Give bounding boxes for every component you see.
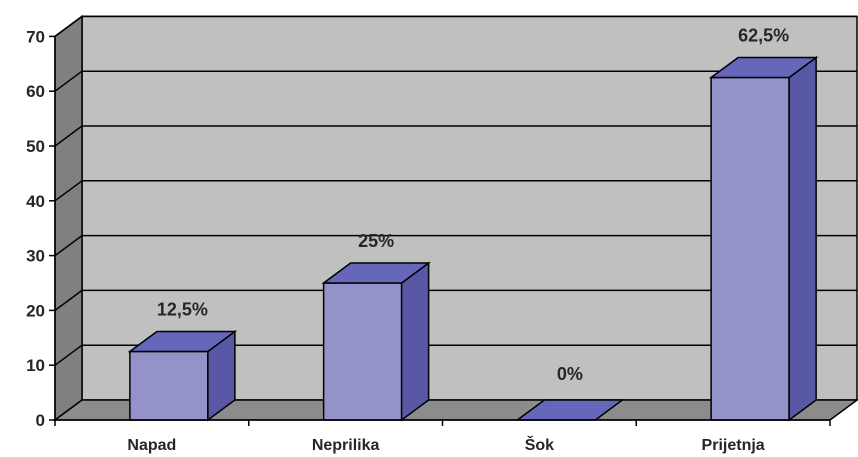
bar-napad [127, 330, 238, 422]
gridline-side-50 [54, 125, 83, 147]
data-labels: 12,5% 25% 0% 62,5% [157, 26, 789, 385]
x-category-label: Neprilika [312, 437, 380, 454]
gridline-side-20 [54, 289, 83, 312]
bar-side [400, 261, 430, 422]
bar-top [127, 330, 238, 353]
y-tick-label-60: 60 [26, 82, 45, 101]
y-tick-label-70: 70 [26, 27, 45, 46]
bar-prijetnja [708, 56, 819, 422]
gridline-side-70 [54, 15, 83, 38]
data-label: 12,5% [157, 300, 208, 320]
y-tick-label-30: 30 [26, 247, 45, 266]
y-axis: 0 10 20 30 40 50 60 70 [26, 27, 56, 430]
side-wall [54, 14, 83, 422]
bar-top [708, 56, 819, 79]
gridline-side-30 [54, 234, 83, 257]
bar-top [321, 262, 431, 284]
bar-neprilika [321, 261, 431, 422]
y-tick-label-0: 0 [36, 411, 45, 430]
data-label: 25% [358, 231, 394, 251]
bars [127, 56, 819, 422]
bar-front [322, 282, 403, 421]
x-category-label: Napad [127, 437, 176, 454]
y-tick-label-50: 50 [26, 137, 45, 156]
data-label: 62,5% [738, 26, 789, 46]
y-tick-label-10: 10 [26, 356, 45, 375]
bar-front [710, 76, 790, 421]
gridline-side-60 [54, 70, 83, 92]
bar-side [788, 56, 817, 422]
y-tick-label-40: 40 [26, 192, 45, 211]
gridline-side-10 [54, 344, 83, 366]
x-category-label: Šok [525, 435, 554, 454]
x-category-label: Prijetnja [702, 437, 765, 454]
data-label: 0% [557, 364, 583, 384]
y-tick-label-20: 20 [26, 301, 45, 320]
gridline-side-40 [54, 180, 83, 202]
x-axis: Napad Neprilika Šok Prijetnja [54, 419, 831, 454]
bar-front [129, 350, 209, 421]
